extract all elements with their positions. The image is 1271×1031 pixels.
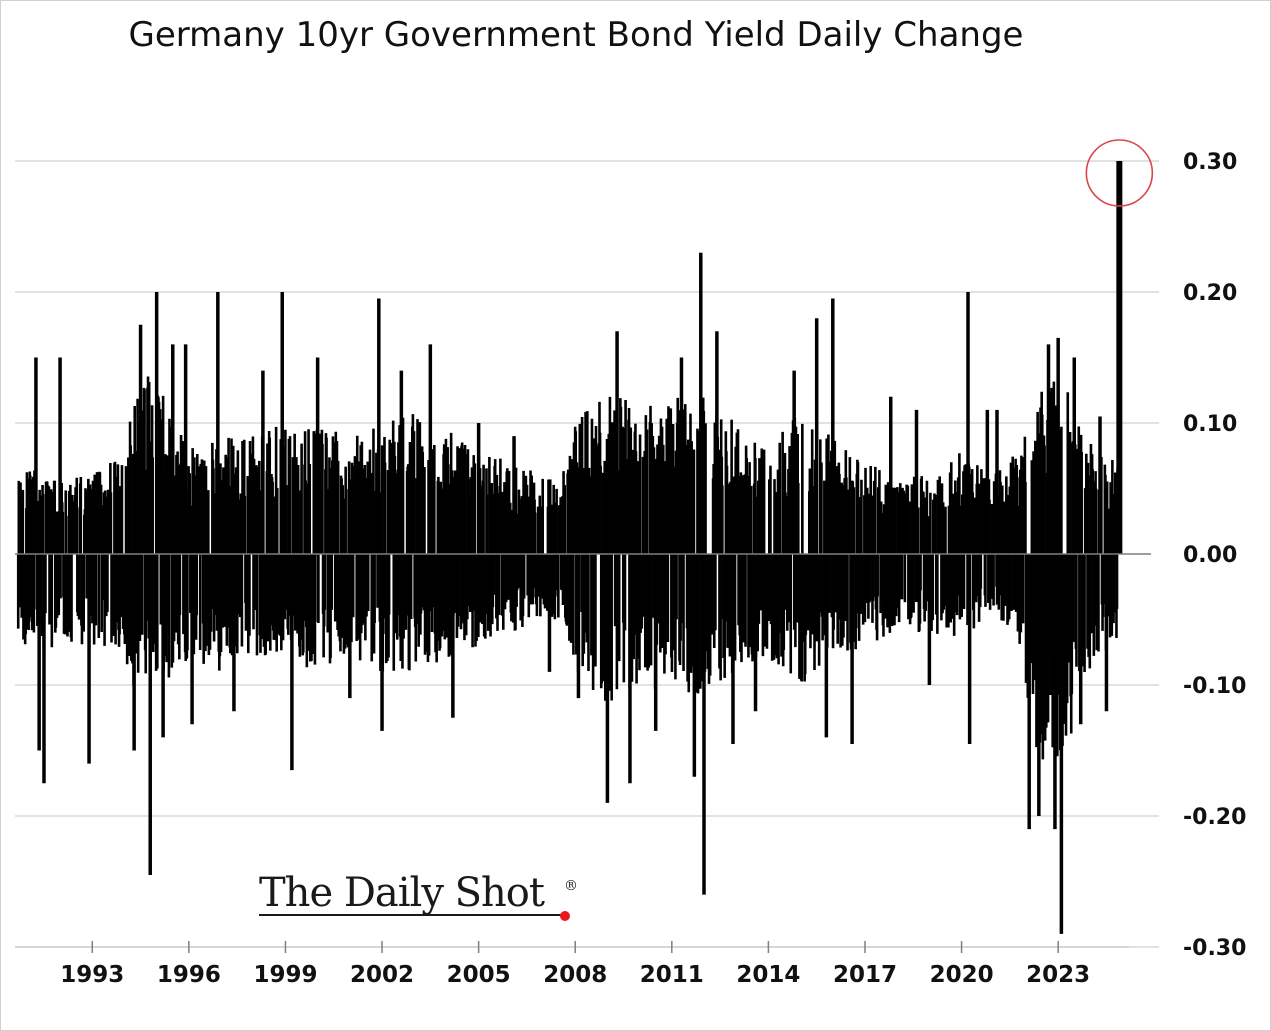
highlight-circle: [1085, 139, 1154, 207]
watermark: The Daily Shot ®: [259, 870, 578, 921]
x-tick-label: 2008: [543, 962, 607, 988]
x-tick-label: 2002: [350, 962, 414, 988]
x-tick-label: 1993: [60, 962, 124, 988]
x-tick-label: 2014: [736, 962, 800, 988]
x-axis: 1993 1996 1999 2002 2005 2008 2011 2014 2017 2020…: [15, 941, 1129, 988]
y-axis: 0.30 0.20 0.10 0.00 -0.10 -0.20 -0.30: [1183, 150, 1246, 961]
highlight-layer: [1085, 139, 1154, 207]
x-tick-label: 2005: [447, 962, 511, 988]
x-tick-label: 1996: [157, 962, 221, 988]
y-tick-label: -0.30: [1183, 936, 1246, 961]
x-tick-label: 1999: [253, 962, 317, 988]
x-tick-label: 2017: [833, 962, 897, 988]
bar-series: [16, 161, 1123, 934]
y-tick-label: 0.10: [1183, 412, 1237, 437]
y-tick-label: 0.20: [1183, 281, 1237, 306]
y-tick-label: -0.10: [1183, 674, 1246, 699]
watermark-text: The Daily Shot: [259, 870, 545, 916]
chart-title: Germany 10yr Government Bond Yield Daily…: [128, 15, 1024, 55]
y-tick-label: -0.20: [1183, 805, 1246, 830]
x-tick-label: 2011: [640, 962, 704, 988]
watermark-registered-mark: ®: [564, 878, 578, 894]
y-tick-label: 0.00: [1183, 543, 1237, 568]
y-tick-label: 0.30: [1183, 150, 1237, 175]
x-tick-label: 2020: [930, 962, 994, 988]
x-tick-label: 2023: [1026, 962, 1090, 988]
watermark-red-dot: [560, 911, 570, 921]
